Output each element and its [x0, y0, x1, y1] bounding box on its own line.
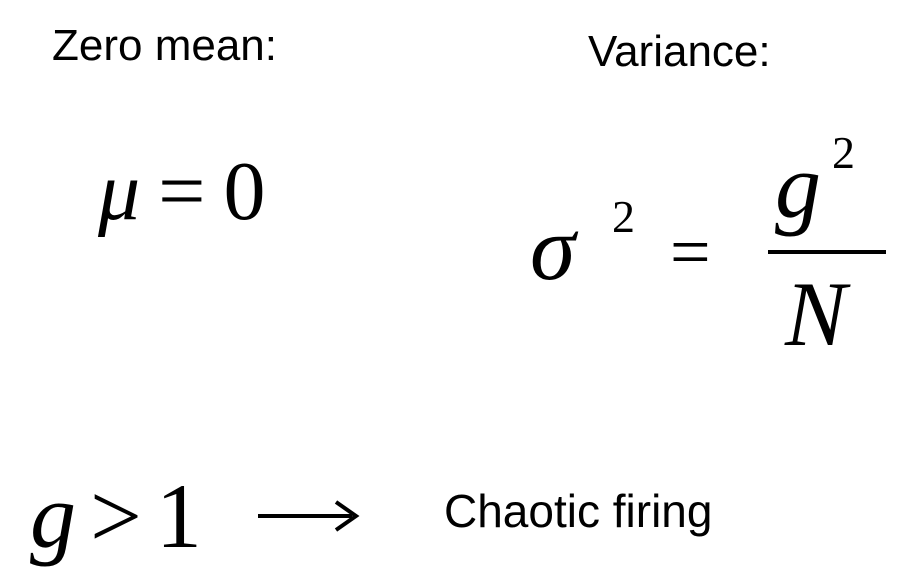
greater-than-sign: >	[90, 465, 142, 567]
sigma-exponent: 2	[612, 191, 635, 242]
zero-mean-label: Zero mean:	[52, 21, 277, 70]
numerator-exponent: 2	[832, 127, 855, 178]
gain-variable: g	[30, 465, 76, 567]
variance-label: Variance:	[588, 27, 771, 76]
mean-value: 0	[223, 145, 266, 238]
gain-condition: g >1	[30, 470, 202, 562]
mean-equals-sign: =	[158, 145, 206, 238]
fraction-numerator: g	[775, 135, 821, 237]
sigma-symbol: σ	[530, 197, 576, 299]
variance-equals-sign: =	[670, 212, 711, 292]
chaotic-firing-label: Chaotic firing	[444, 485, 713, 537]
fraction-bar	[768, 250, 886, 254]
fraction-denominator: N	[785, 263, 847, 365]
mean-equation: μ = 0	[98, 150, 266, 234]
gain-threshold: 1	[155, 465, 202, 567]
variance-equation: σ 2 = g 2 N	[530, 120, 900, 380]
right-arrow-icon	[258, 500, 360, 532]
mu-symbol: μ	[98, 145, 141, 238]
